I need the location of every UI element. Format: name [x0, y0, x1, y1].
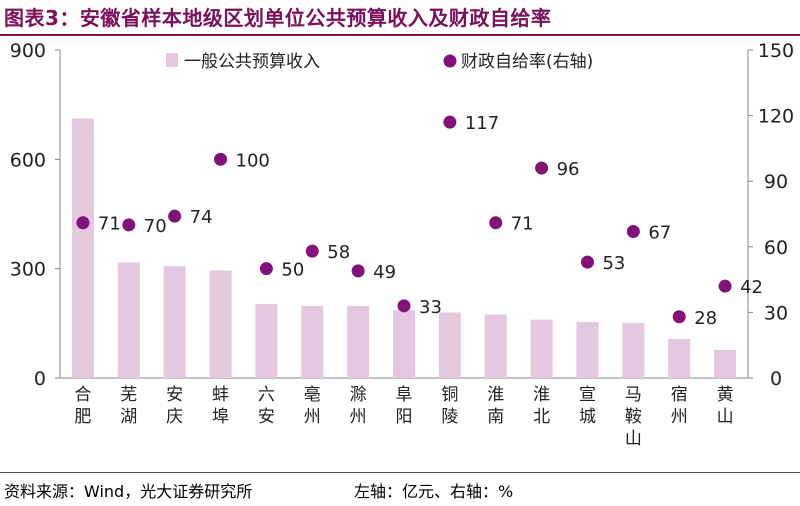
ratio-data-label: 96 [557, 159, 580, 180]
category-label: 芜湖 [120, 385, 137, 427]
ratio-point [443, 115, 457, 129]
legend-dot-label: 财政自给率(右轴) [461, 52, 593, 72]
bar [347, 305, 370, 378]
bar [209, 270, 232, 378]
legend-bar-label: 一般公共预算收入 [184, 52, 320, 72]
category-label: 黄山 [717, 385, 734, 427]
chart: 0 300 600 900 0 30 60 90 120 150 合肥芜湖安庆蚌埠六安亳州滁州阜阳铜… [10, 40, 794, 449]
ratio-point [580, 255, 594, 269]
bar [576, 321, 599, 378]
category-label: 蚌埠 [212, 385, 229, 427]
ratio-data-label: 42 [740, 277, 763, 298]
ratio-point [535, 161, 549, 175]
category-label: 马鞍山 [625, 385, 642, 449]
ratio-point [397, 299, 411, 313]
ratio-point [214, 152, 228, 166]
right-tick-label: 120 [758, 106, 794, 128]
source-note: 资料来源：Wind，光大证券研究所 [4, 482, 253, 501]
bar [71, 118, 94, 378]
ratio-data-label: 67 [648, 222, 671, 243]
bar [438, 312, 461, 378]
ratio-data-label: 33 [419, 297, 442, 318]
bar [163, 266, 186, 378]
ratio-data-label: 70 [144, 216, 167, 237]
category-label: 淮南 [487, 385, 504, 427]
ratio-point [672, 310, 686, 324]
bar [530, 319, 553, 378]
ratio-point [168, 209, 182, 223]
legend-dot-swatch [443, 54, 457, 68]
ratio-point [122, 218, 136, 232]
chart-title: 图表3：安徽省样本地级区划单位公共预算收入及财政自给率 [4, 6, 552, 30]
ratio-data-label: 58 [327, 242, 350, 263]
bar [117, 262, 140, 378]
ratio-data-label: 53 [602, 253, 625, 274]
ratio-data-label: 28 [694, 308, 717, 329]
right-tick-label: 30 [764, 302, 788, 324]
category-label: 铜陵 [441, 385, 458, 427]
category-label: 亳州 [304, 385, 321, 427]
right-tick-label: 90 [764, 171, 788, 193]
ratio-point [351, 264, 365, 278]
right-tick-label: 0 [770, 368, 782, 390]
ratio-data-label: 74 [190, 207, 213, 228]
ratio-data-label: 50 [281, 260, 304, 281]
ratio-point [718, 279, 732, 293]
bar [714, 349, 737, 378]
category-label: 宿州 [671, 385, 688, 427]
right-tick-label: 150 [758, 40, 794, 62]
left-tick-label: 0 [34, 368, 46, 390]
ratio-data-label: 100 [236, 150, 270, 171]
left-tick-label: 600 [10, 149, 46, 171]
category-label: 安庆 [166, 385, 183, 427]
left-tick-label: 300 [10, 259, 46, 281]
title-rule [0, 34, 800, 36]
ratio-data-label: 49 [373, 262, 396, 283]
ratio-data-label: 71 [511, 214, 534, 235]
ratio-data-label: 117 [465, 113, 499, 134]
ratio-point [76, 216, 90, 230]
category-label: 淮北 [533, 385, 550, 427]
category-label: 合肥 [74, 385, 91, 427]
bar [255, 304, 278, 378]
ratio-point [489, 216, 503, 230]
category-label: 滁州 [350, 385, 367, 427]
bar [301, 305, 324, 378]
ratio-point [259, 262, 273, 276]
right-tick-label: 60 [764, 237, 788, 259]
left-tick-label: 900 [10, 40, 46, 62]
bar [393, 310, 415, 378]
ratio-point [305, 244, 319, 258]
category-label: 宣城 [579, 385, 596, 427]
legend-bar-swatch [166, 53, 178, 67]
category-label: 六安 [258, 385, 275, 427]
units-note: 左轴：亿元、右轴：% [354, 482, 514, 501]
ratio-point [626, 224, 640, 238]
footer-rule [0, 472, 800, 473]
ratio-data-label: 71 [98, 214, 121, 235]
bar [668, 339, 691, 378]
bar [484, 314, 507, 378]
category-label: 阜阳 [396, 385, 413, 427]
bar [622, 322, 645, 378]
